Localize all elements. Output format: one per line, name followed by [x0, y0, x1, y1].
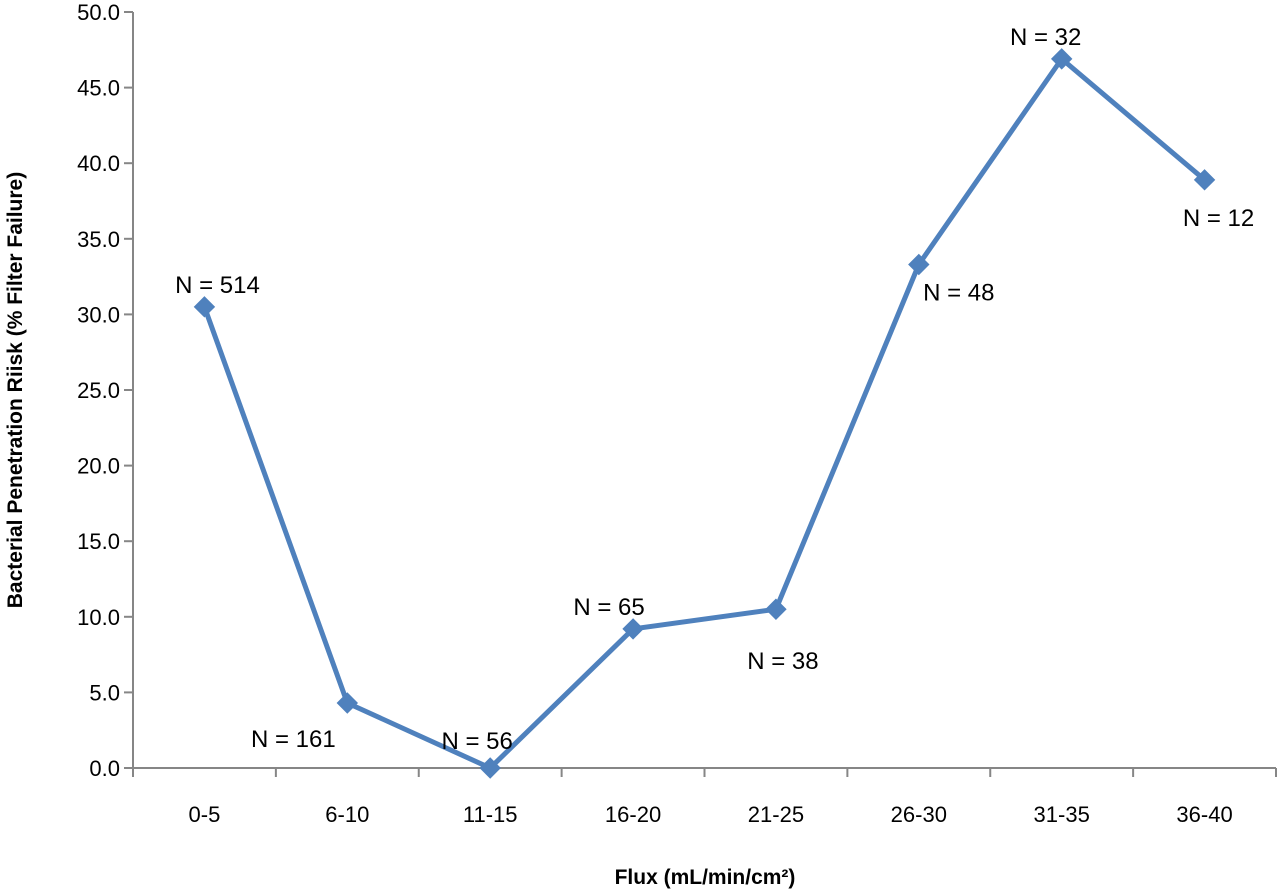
data-label: N = 56: [441, 728, 512, 755]
x-tick-label: 31-35: [1034, 802, 1090, 827]
y-axis-title: Bacterial Penetration Riisk (% Filter Fa…: [4, 172, 27, 608]
data-label: N = 65: [573, 594, 644, 621]
y-tick-label: 35.0: [77, 227, 120, 252]
x-tick-label: 16-20: [605, 802, 661, 827]
y-tick-label: 0.0: [89, 756, 120, 781]
x-tick-label: 26-30: [891, 802, 947, 827]
x-tick-label: 6-10: [325, 802, 369, 827]
data-label: N = 514: [175, 272, 260, 299]
data-point-marker: [622, 618, 644, 640]
x-tick-label: 21-25: [748, 802, 804, 827]
series-line: [201, 56, 1208, 771]
data-point-marker: [336, 692, 359, 714]
data-point-marker: [908, 253, 930, 276]
y-tick-label: 10.0: [77, 605, 120, 630]
data-labels-group: N = 514 N = 161 N = 56 N = 65 N = 38 N = 48 N …: [175, 24, 1254, 755]
data-label: N = 48: [923, 280, 994, 307]
y-tick-label: 20.0: [77, 454, 120, 479]
data-label: N = 161: [251, 726, 336, 753]
data-point-marker: [1050, 48, 1073, 70]
data-point-marker: [193, 296, 216, 318]
y-tick-label: 45.0: [77, 76, 120, 101]
y-tick-label: 30.0: [77, 302, 120, 327]
axes: [132, 12, 1276, 769]
x-axis-ticks: 0-5 6-10 11-15 16-20 21-25 26-30 31-35 36-40: [132, 768, 1277, 827]
y-tick-label: 50.0: [77, 0, 120, 25]
data-label: N = 32: [1010, 24, 1081, 51]
y-axis-ticks: 0.0 5.0 10.0 15.0 20.0 25.0 30.0 35.0 40.0 45.0 50…: [77, 0, 133, 781]
series-group: [193, 48, 1216, 779]
x-axis-title: Flux (mL/min/cm²): [615, 866, 796, 889]
data-point-marker: [765, 598, 787, 620]
data-point-marker: [1193, 169, 1216, 191]
y-tick-label: 40.0: [77, 151, 120, 176]
x-tick-label: 36-40: [1176, 802, 1232, 827]
data-label: N = 12: [1183, 205, 1254, 232]
y-tick-label: 25.0: [77, 378, 120, 403]
data-point-marker: [479, 757, 501, 779]
x-tick-label: 11-15: [463, 802, 518, 827]
x-tick-label: 0-5: [189, 802, 221, 827]
data-label: N = 38: [747, 648, 818, 675]
y-tick-label: 5.0: [89, 680, 120, 705]
y-tick-label: 15.0: [77, 529, 120, 554]
